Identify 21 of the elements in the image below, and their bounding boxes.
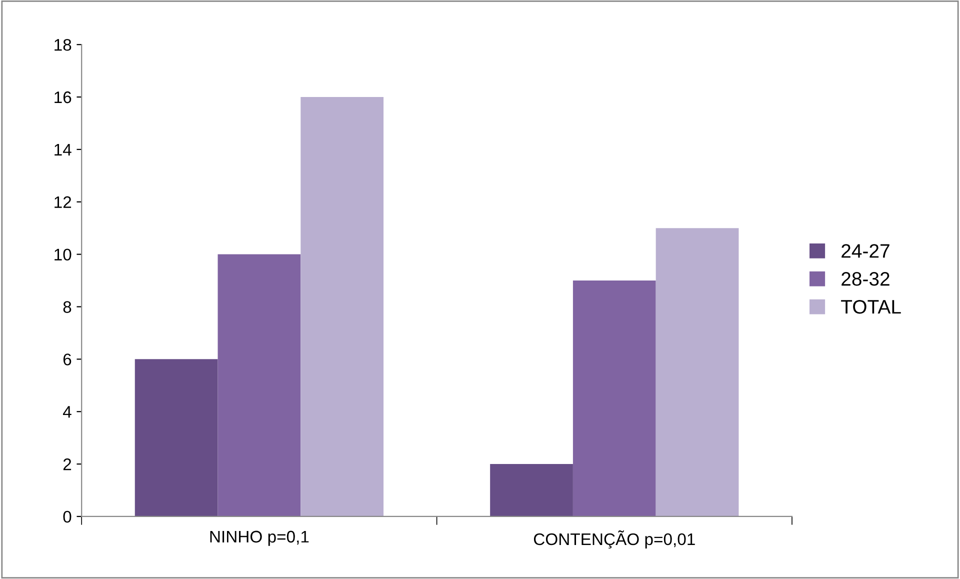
y-tick-label: 8 <box>63 301 72 313</box>
bar <box>218 254 301 516</box>
y-tick-label: 0 <box>63 510 72 523</box>
legend-label: 24-27 <box>842 244 890 258</box>
legend-label: 28-32 <box>842 272 890 286</box>
y-tick-label: 12 <box>54 196 72 208</box>
bar <box>134 359 218 516</box>
x-tick-label: NINHO p=0,1 <box>210 530 309 546</box>
y-tick-label: 2 <box>63 458 72 470</box>
x-tick-label: CONTENÇÃO p=0,01 <box>534 530 695 549</box>
y-tick-label: 14 <box>54 144 72 156</box>
y-tick-label: 18 <box>54 38 72 51</box>
y-tick-label: 4 <box>62 406 72 418</box>
y-tick-label: 16 <box>54 91 72 104</box>
y-tick-label: 6 <box>63 354 72 366</box>
bar <box>656 228 739 516</box>
bar <box>490 464 573 516</box>
bar <box>300 97 384 516</box>
bar <box>572 280 656 516</box>
y-tick-label: 10 <box>54 248 72 261</box>
legend-label: TOTAL <box>841 300 901 314</box>
